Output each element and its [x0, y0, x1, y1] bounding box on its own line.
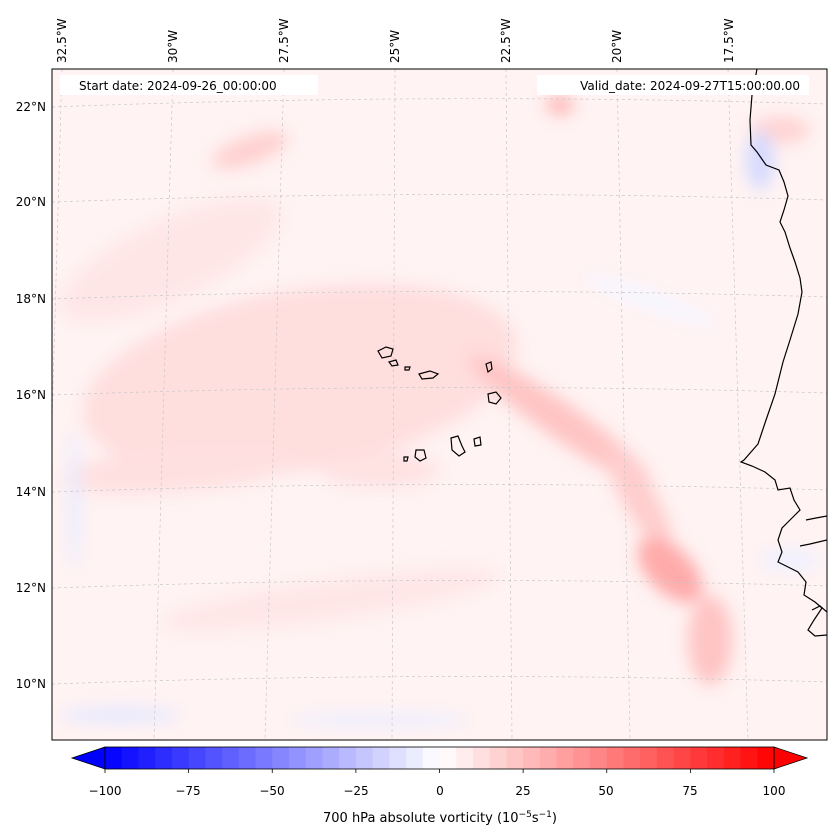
lon-label-27.5w: 27.5°W — [277, 18, 291, 63]
colorbar-segment — [238, 747, 257, 769]
colorbar-segment — [556, 747, 574, 769]
colorbar-segment — [506, 747, 524, 769]
colorbar-segment — [690, 747, 708, 769]
colorbar-segment — [389, 747, 407, 769]
colorbar-segment — [590, 747, 608, 769]
lat-label-22n: 22°N — [16, 100, 46, 114]
lon-label-20w: 20°W — [610, 30, 624, 63]
cb-tick-neg50: −50 — [259, 784, 284, 798]
colorbar-segment — [372, 747, 390, 769]
colorbar-segment — [288, 747, 307, 769]
colorbar-segment — [757, 747, 775, 769]
cape-verde-islands — [377, 346, 502, 462]
colorbar-segment — [138, 747, 156, 769]
colorbar-segment — [255, 747, 273, 769]
valid-date-label: Valid_date: 2024-09-27T15:00:00.00 — [580, 79, 800, 93]
colorbar-segment — [623, 747, 641, 769]
lon-label-22.5w: 22.5°W — [499, 18, 513, 63]
longitude-labels: 32.5°W 30°W 27.5°W 25°W 22.5°W 20°W 17.5… — [55, 18, 736, 63]
colorbar-segment — [539, 747, 558, 769]
colorbar-extend-max — [773, 746, 809, 770]
lat-label-10n: 10°N — [16, 677, 46, 691]
start-date-label: Start date: 2024-09-26_00:00:00 — [79, 79, 277, 93]
colorbar-segment — [456, 747, 474, 769]
cb-tick-neg100: −100 — [89, 784, 122, 798]
colorbar-tick-labels: −100 −75 −50 −25 0 25 50 75 100 — [89, 784, 786, 798]
lat-label-18n: 18°N — [16, 292, 46, 306]
lon-label-25w: 25°W — [388, 30, 402, 63]
colorbar-segment — [439, 747, 457, 769]
lat-label-16n: 16°N — [16, 388, 46, 402]
latitude-labels: 22°N 20°N 18°N 16°N 14°N 12°N 10°N — [16, 100, 46, 691]
colorbar-segment — [322, 747, 340, 769]
colorbar-segment — [640, 747, 658, 769]
colorbar-segment — [272, 747, 290, 769]
lat-label-14n: 14°N — [16, 485, 46, 499]
colorbar-segment — [355, 747, 374, 769]
colorbar-segment — [171, 747, 190, 769]
lon-label-17.5w: 17.5°W — [722, 18, 736, 63]
map-frame — [51, 68, 828, 741]
cb-tick-50: 50 — [598, 784, 613, 798]
lat-label-20n: 20°N — [16, 195, 46, 209]
colorbar-segment — [155, 747, 173, 769]
colorbar-segment — [573, 747, 591, 769]
cb-tick-100: 100 — [763, 784, 786, 798]
lon-label-32.5w: 32.5°W — [55, 18, 69, 63]
colorbar-segment — [606, 747, 624, 769]
colorbar-segment — [121, 747, 139, 769]
colorbar-segment — [673, 747, 691, 769]
colorbar-segment — [105, 747, 123, 769]
colorbar-segment — [523, 747, 541, 769]
africa-coastline — [739, 69, 827, 637]
colorbar-label: 700 hPa absolute vorticity (10−5s−1) — [323, 810, 557, 826]
cb-tick-25: 25 — [515, 784, 530, 798]
cb-tick-neg25: −25 — [343, 784, 368, 798]
colorbar-segment — [222, 747, 240, 769]
cb-tick-0: 0 — [436, 784, 444, 798]
cb-tick-75: 75 — [682, 784, 697, 798]
colorbar-segment — [740, 747, 758, 769]
cb-tick-neg75: −75 — [175, 784, 200, 798]
colorbar-segment — [422, 747, 441, 769]
colorbar-segment — [489, 747, 507, 769]
colorbar-segment — [656, 747, 675, 769]
colorbar-extend-min — [70, 746, 106, 770]
lon-label-30w: 30°W — [166, 30, 180, 63]
colorbar-segment — [305, 747, 323, 769]
colorbar-segment — [339, 747, 357, 769]
colorbar-segment — [205, 747, 223, 769]
colorbar-segment — [188, 747, 206, 769]
vorticity-field — [52, 69, 827, 740]
graticule — [52, 69, 827, 740]
colorbar-segment — [472, 747, 491, 769]
colorbar-segment — [406, 747, 424, 769]
lat-label-12n: 12°N — [16, 581, 46, 595]
colorbar — [70, 746, 809, 773]
colorbar-segment — [723, 747, 742, 769]
colorbar-segment — [707, 747, 725, 769]
